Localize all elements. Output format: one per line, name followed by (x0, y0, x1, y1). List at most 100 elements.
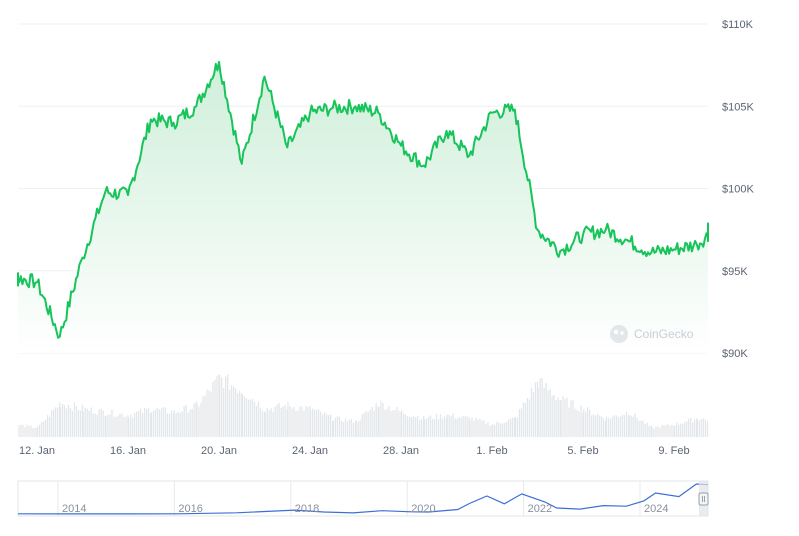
volume-bar (309, 405, 311, 437)
volume-bar (365, 411, 367, 437)
navigator-tick-label: 2020 (411, 503, 435, 515)
volume-bar (235, 388, 237, 437)
volume-bar (555, 400, 557, 437)
volume-bar (189, 409, 191, 437)
volume-bar (700, 419, 703, 437)
volume-bar (280, 407, 282, 437)
volume-bar (123, 417, 125, 437)
volume-bar (526, 398, 529, 437)
volume-bar (487, 422, 489, 437)
volume-bar (627, 415, 630, 437)
volume-bar (22, 424, 24, 437)
volume-bar (303, 410, 305, 437)
volume-bar (225, 376, 227, 437)
volume-bar (578, 411, 580, 437)
volume-bar (615, 415, 618, 437)
navigator-handle-icon[interactable] (698, 492, 709, 506)
x-tick-label: 9. Feb (658, 445, 689, 457)
volume-bar (231, 385, 233, 437)
volume-bar (597, 414, 599, 437)
volume-bar (585, 411, 587, 437)
volume-bar (109, 414, 111, 437)
volume-bar (411, 417, 413, 437)
volume-bar (407, 416, 409, 437)
volume-bar (607, 417, 610, 437)
volume-bar (528, 399, 531, 437)
volume-bar (259, 408, 262, 437)
volume-bar (127, 415, 129, 437)
volume-bar (100, 408, 102, 437)
volume-bar (405, 414, 407, 437)
volume-bar (417, 416, 419, 437)
volume-bar (263, 411, 266, 437)
volume-bar (473, 420, 475, 437)
volume-bar (401, 410, 403, 437)
volume-bar (261, 410, 264, 437)
watermark: CoinGecko (610, 325, 694, 343)
x-tick-label: 28. Jan (383, 445, 419, 457)
volume-bar (307, 406, 309, 437)
volume-bar (268, 410, 270, 437)
volume-bar (371, 406, 373, 437)
volume-bar (657, 426, 659, 437)
volume-bar (587, 407, 589, 437)
navigator[interactable]: 2014 2016 2018 2020 2022 2024 (17, 480, 709, 517)
volume-bar (332, 420, 334, 437)
volume-bar (71, 410, 74, 437)
y-tick-label: $110K (722, 19, 754, 31)
volume-bar (682, 423, 684, 437)
volume-bar (425, 418, 428, 437)
volume-bar (582, 412, 584, 437)
volume-bar (326, 414, 328, 437)
volume-bar (439, 414, 442, 437)
volume-bar (621, 414, 624, 437)
volume-bar (73, 402, 76, 437)
volume-bar (125, 416, 127, 437)
volume-bar (59, 402, 61, 437)
volume-bar (32, 427, 34, 437)
volume-bar (390, 411, 392, 437)
volume-bar (175, 412, 177, 437)
volume-bar (30, 425, 32, 437)
volume-bar (359, 420, 361, 437)
volume-bar (57, 407, 59, 437)
volume-bar (218, 374, 220, 437)
volume-bar (90, 407, 92, 437)
volume-bar (18, 425, 20, 437)
volume-bar (119, 413, 121, 437)
volume-bar (20, 424, 22, 437)
volume-bar (36, 427, 38, 437)
navigator-tick-label: 2024 (644, 503, 668, 515)
volume-bar (452, 413, 454, 437)
volume-bar (191, 408, 193, 437)
volume-bar (642, 420, 644, 437)
volume-bar (532, 392, 535, 437)
volume-bar (150, 412, 153, 437)
volume-bar (696, 418, 698, 437)
volume-bar (350, 418, 353, 437)
volume-bar (663, 425, 665, 437)
volume-bar (671, 424, 673, 437)
volume-bar (338, 416, 341, 437)
volume-bar (686, 421, 688, 437)
volume-bar (195, 401, 197, 437)
volume-bar (166, 413, 169, 437)
volume-bar (146, 409, 148, 437)
volume-bar (272, 411, 274, 437)
volume-bar (39, 424, 41, 437)
volume-bar (394, 410, 396, 437)
x-tick-label: 1. Feb (476, 445, 507, 457)
volume-bar (239, 391, 241, 437)
price-line (17, 60, 709, 339)
volume-bar (223, 388, 225, 437)
volume-bar (77, 410, 80, 437)
volume-bar (284, 405, 286, 437)
volume-bar (570, 400, 572, 437)
volume-bar (55, 407, 57, 437)
volume-bar (510, 418, 512, 437)
volume-bar (212, 381, 214, 437)
volume-bar (704, 419, 707, 437)
volume-bar (539, 378, 541, 437)
volume-bar (132, 417, 134, 437)
volume-bar (456, 418, 458, 437)
